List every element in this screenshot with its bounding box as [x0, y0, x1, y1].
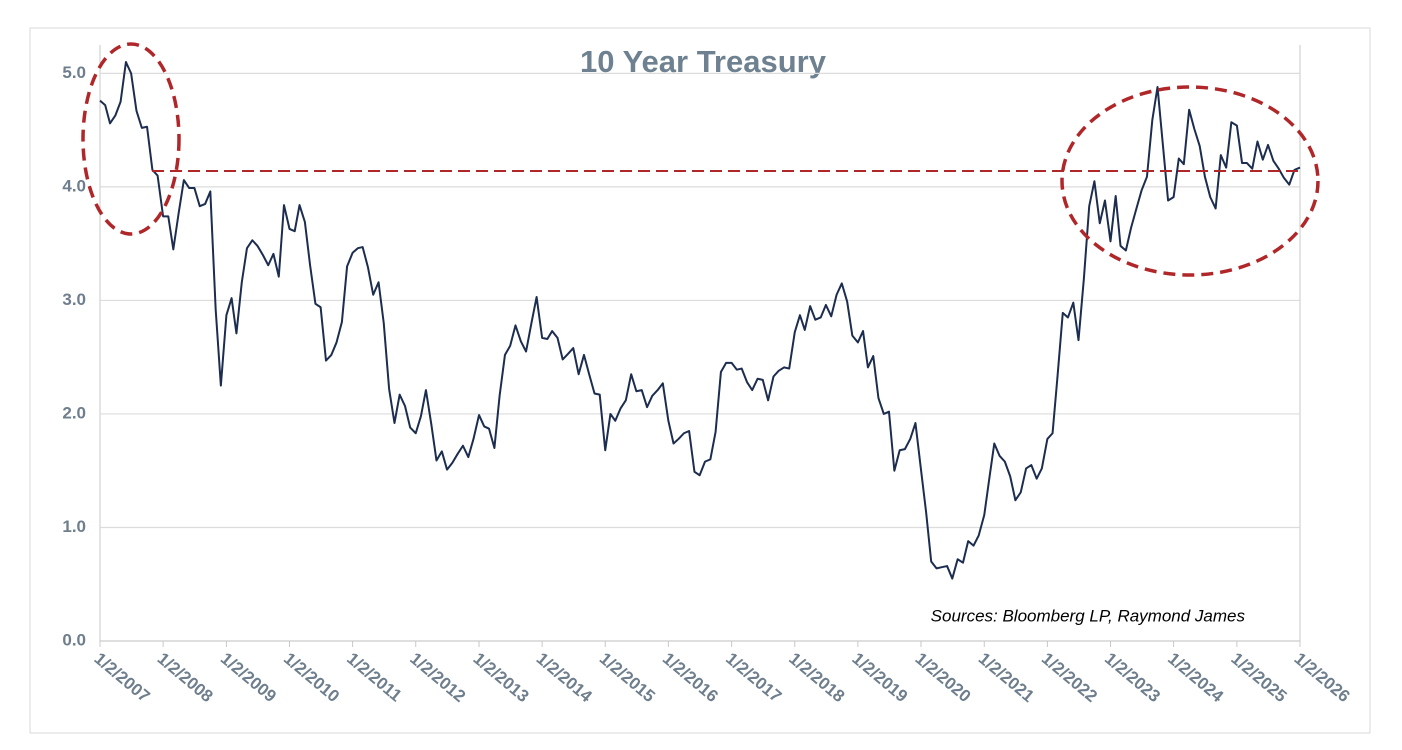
y-tick-label: 0.0: [62, 630, 86, 649]
y-tick-label: 1.0: [62, 517, 86, 536]
chart-frame: [29, 27, 1371, 734]
y-tick-label: 3.0: [62, 290, 86, 309]
source-note: Sources: Bloomberg LP, Raymond James: [931, 606, 1246, 625]
y-tick-label: 2.0: [62, 403, 86, 422]
y-tick-label: 5.0: [62, 63, 86, 82]
highlight-ellipse: [81, 42, 181, 236]
data-line: [99, 61, 1301, 580]
y-tick-label: 4.0: [62, 176, 86, 195]
highlight-ellipse: [1060, 85, 1320, 277]
